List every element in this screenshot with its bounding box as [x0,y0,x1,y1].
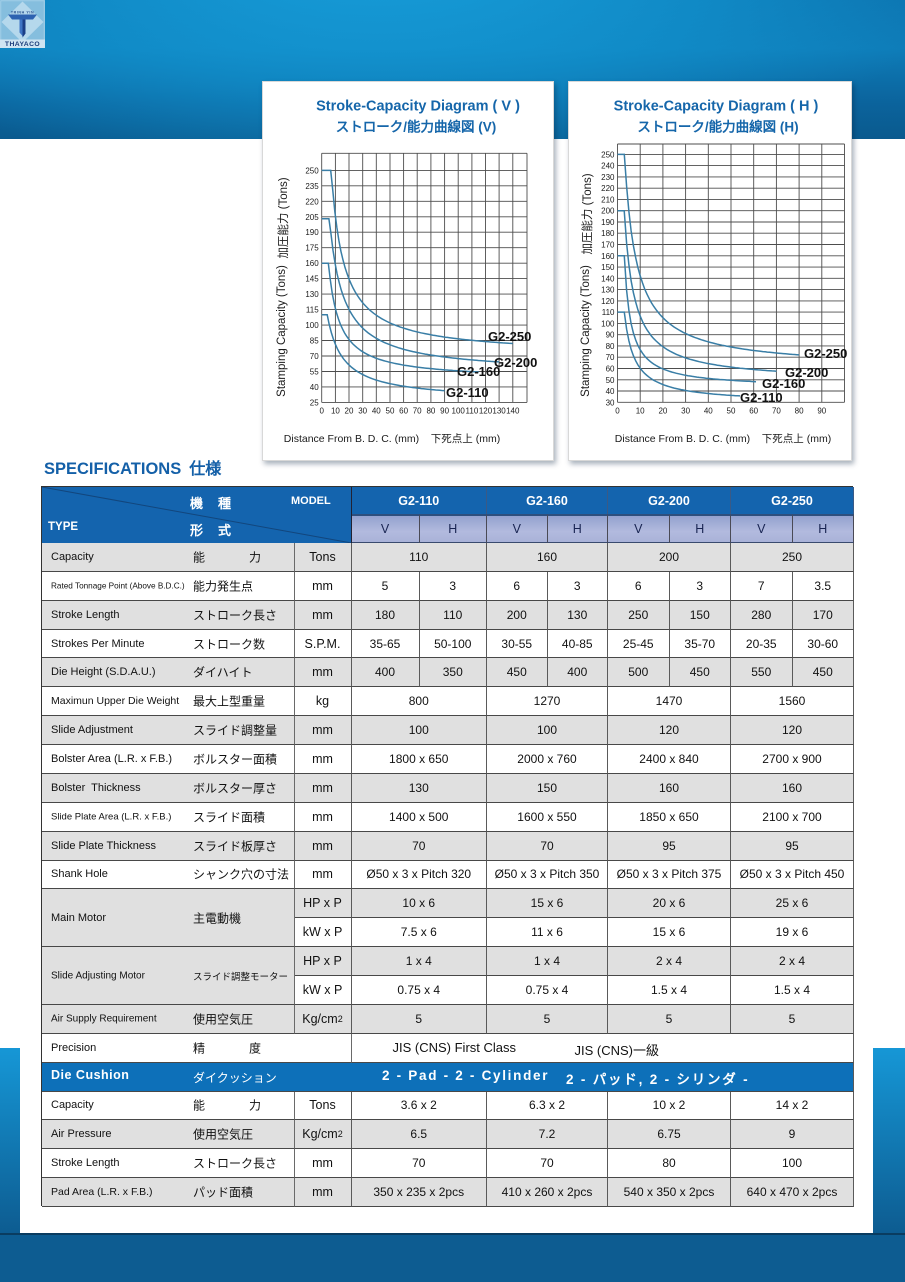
svg-text:G2-200: G2-200 [494,355,537,370]
svg-text:25: 25 [310,398,319,407]
svg-text:100: 100 [452,406,466,415]
svg-text:160: 160 [601,252,615,261]
svg-text:90: 90 [817,406,826,415]
svg-text:130: 130 [492,406,506,415]
svg-text:Distance From B. D. C. (mm): Distance From B. D. C. (mm) 下死点上 (mm) [615,433,831,445]
svg-text:180: 180 [601,229,615,238]
svg-text:30: 30 [358,406,367,415]
svg-text:ストローク/能力曲線図 (H): ストローク/能力曲線図 (H) [637,119,798,135]
svg-text:Stroke-Capacity Diagram ( H ): Stroke-Capacity Diagram ( H ) [614,99,819,115]
svg-text:TRINH YIN: TRINH YIN [11,11,34,15]
svg-text:130: 130 [601,286,615,295]
svg-text:G2-250: G2-250 [488,329,531,344]
svg-text:Distance From B. D. C. (mm): Distance From B. D. C. (mm) 下死点上 (mm) [284,433,500,445]
svg-text:90: 90 [440,406,449,415]
svg-text:150: 150 [601,263,615,272]
svg-text:10: 10 [636,406,645,415]
svg-text:G2-160: G2-160 [457,364,500,379]
svg-text:90: 90 [606,331,615,340]
svg-text:50: 50 [727,406,736,415]
svg-text:130: 130 [305,290,319,299]
svg-text:190: 190 [305,228,319,237]
svg-text:60: 60 [606,365,615,374]
svg-text:G2-160: G2-160 [762,376,805,391]
svg-text:160: 160 [305,259,319,268]
svg-text:80: 80 [606,342,615,351]
svg-text:145: 145 [305,275,319,284]
svg-text:G2-110: G2-110 [740,390,783,405]
svg-text:140: 140 [601,274,615,283]
svg-text:40: 40 [704,406,713,415]
svg-text:205: 205 [305,213,319,222]
svg-text:100: 100 [601,319,615,328]
svg-text:100: 100 [305,321,319,330]
svg-text:THAYACO: THAYACO [5,41,40,48]
svg-text:250: 250 [305,166,319,175]
svg-text:Stamping Capacity (Tons): Stamping Capacity (Tons) [276,265,288,397]
svg-text:200: 200 [601,207,615,216]
svg-text:220: 220 [305,197,319,206]
svg-text:G2-200: G2-200 [785,365,828,380]
svg-text:加圧能力 (Tons): 加圧能力 (Tons) [276,177,290,258]
svg-text:加圧能力 (Tons): 加圧能力 (Tons) [580,173,594,254]
svg-text:70: 70 [413,406,422,415]
svg-text:20: 20 [345,406,354,415]
svg-text:60: 60 [399,406,408,415]
svg-text:10: 10 [331,406,340,415]
svg-text:20: 20 [658,406,667,415]
svg-text:0: 0 [319,406,324,415]
svg-text:60: 60 [749,406,758,415]
svg-text:80: 80 [426,406,435,415]
svg-text:80: 80 [795,406,804,415]
svg-text:210: 210 [601,195,615,204]
svg-text:50: 50 [606,376,615,385]
svg-text:85: 85 [310,337,319,346]
svg-text:115: 115 [306,306,319,315]
svg-text:55: 55 [310,368,319,377]
svg-text:240: 240 [601,162,615,171]
svg-text:70: 70 [772,406,781,415]
svg-text:70: 70 [310,352,319,361]
svg-text:175: 175 [305,244,319,253]
svg-text:50: 50 [386,406,395,415]
svg-text:170: 170 [601,241,615,250]
svg-text:40: 40 [372,406,381,415]
svg-text:140: 140 [506,406,520,415]
svg-text:120: 120 [479,406,493,415]
svg-text:235: 235 [305,182,319,191]
svg-text:70: 70 [606,353,615,362]
svg-text:110: 110 [466,406,479,415]
svg-text:110: 110 [602,308,615,317]
svg-text:30: 30 [681,406,690,415]
svg-text:230: 230 [601,173,615,182]
svg-text:190: 190 [601,218,615,227]
svg-text:G2-250: G2-250 [804,346,847,361]
svg-text:220: 220 [601,184,615,193]
svg-text:40: 40 [606,387,615,396]
svg-text:250: 250 [601,150,615,159]
svg-text:Stamping Capacity (Tons): Stamping Capacity (Tons) [580,265,592,397]
svg-text:30: 30 [606,398,615,407]
svg-text:ストローク/能力曲線図 (V): ストローク/能力曲線図 (V) [336,119,497,135]
svg-text:G2-110: G2-110 [446,385,489,400]
svg-text:Stroke-Capacity Diagram ( V ): Stroke-Capacity Diagram ( V ) [316,99,520,115]
svg-text:0: 0 [615,406,620,415]
svg-text:40: 40 [310,383,319,392]
svg-text:120: 120 [601,297,615,306]
